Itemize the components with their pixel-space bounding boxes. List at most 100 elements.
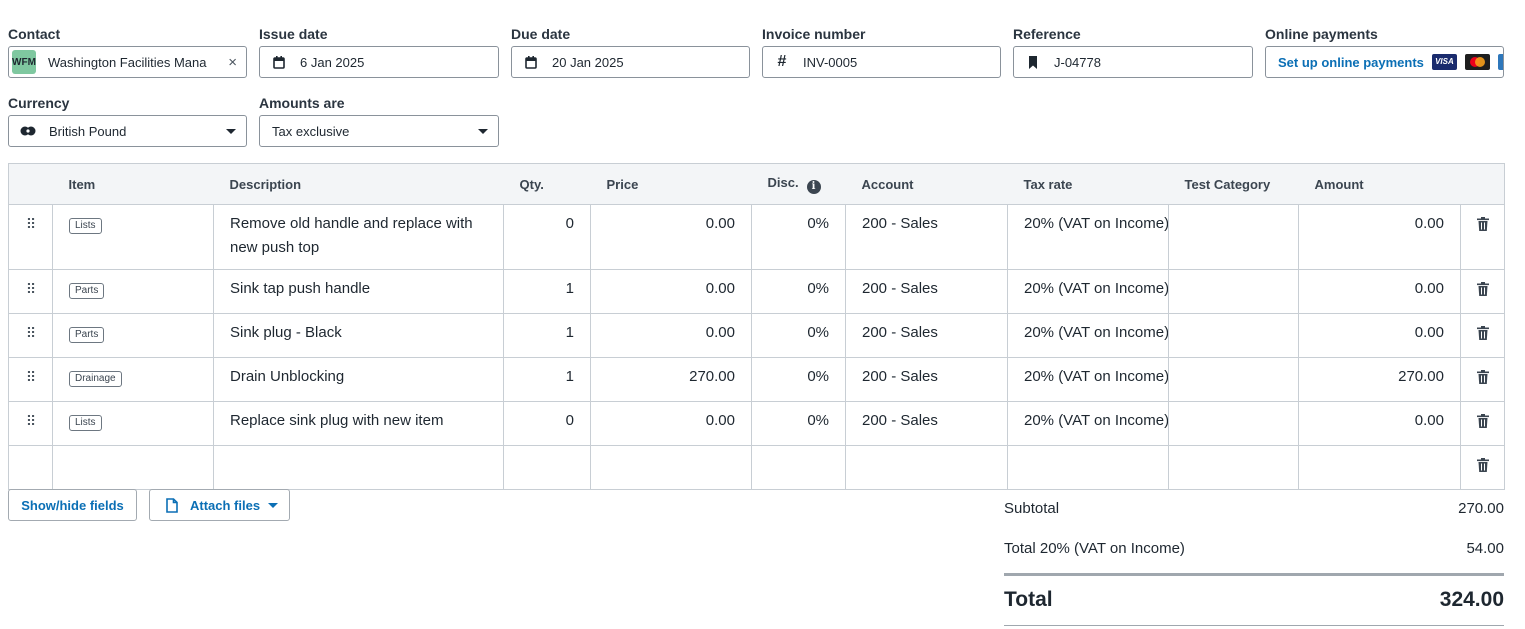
drag-handle[interactable]: ⠿ [8,401,53,446]
item-cell[interactable]: Parts [52,269,214,314]
reference-field[interactable]: J-04778 [1013,46,1253,78]
trash-icon[interactable] [1476,326,1489,340]
item-cell[interactable]: Lists [52,204,214,270]
disc-cell[interactable]: 0% [751,401,846,446]
mastercard-icon [1464,54,1490,70]
clear-contact-icon[interactable]: × [228,54,237,71]
delete-cell[interactable] [1460,204,1505,270]
delete-cell[interactable] [1460,445,1505,490]
qty-cell[interactable]: 0 [503,401,591,446]
description-cell[interactable]: Sink tap push handle [213,269,504,314]
due-date-field[interactable]: 20 Jan 2025 [511,46,750,78]
tax-rate-cell[interactable]: 20% (VAT on Income) [1007,313,1169,358]
disc-cell[interactable]: 0% [751,204,846,270]
delete-cell[interactable] [1460,313,1505,358]
contact-avatar: WFM [12,50,36,74]
qty-cell[interactable] [503,445,591,490]
account-cell[interactable]: 200 - Sales [845,357,1008,402]
show-hide-fields-button[interactable]: Show/hide fields [8,489,137,521]
hash-icon: # [777,53,787,70]
test-category-cell[interactable] [1168,357,1299,402]
account-cell[interactable]: 200 - Sales [845,269,1008,314]
drag-handle[interactable]: ⠿ [8,357,53,402]
qty-cell[interactable]: 1 [503,269,591,314]
amount-cell[interactable]: 0.00 [1298,313,1461,358]
amount-cell[interactable]: 0.00 [1298,204,1461,270]
invoice-number-field[interactable]: # INV-0005 [762,46,1001,78]
description-cell[interactable]: Remove old handle and replace with new p… [213,204,504,270]
trash-icon[interactable] [1476,370,1489,384]
description-cell[interactable] [213,445,504,490]
disc-cell[interactable] [751,445,846,490]
col-test-category: Test Category [1168,163,1299,205]
tax-rate-cell[interactable]: 20% (VAT on Income) [1007,204,1169,270]
price-cell[interactable]: 270.00 [590,357,752,402]
account-cell[interactable]: 200 - Sales [845,401,1008,446]
issue-date-field[interactable]: 6 Jan 2025 [259,46,499,78]
currency-label: Currency [8,95,70,111]
bottom-divider [1004,625,1504,626]
delete-cell[interactable] [1460,357,1505,402]
trash-icon[interactable] [1476,282,1489,296]
trash-icon[interactable] [1476,458,1489,472]
test-category-cell[interactable] [1168,204,1299,270]
qty-cell[interactable]: 0 [503,204,591,270]
col-drag [8,163,53,205]
drag-handle[interactable]: ⠿ [8,204,53,270]
line-items-table: Item Description Qty. Price Disc. i Accou… [8,163,1505,490]
trash-icon[interactable] [1476,217,1489,231]
qty-cell[interactable]: 1 [503,313,591,358]
price-cell[interactable]: 0.00 [590,313,752,358]
account-cell[interactable] [845,445,1008,490]
item-tag: Lists [69,218,102,234]
tax-rate-cell[interactable]: 20% (VAT on Income) [1007,269,1169,314]
info-icon[interactable]: i [806,179,821,194]
price-cell[interactable]: 0.00 [590,401,752,446]
drag-handle[interactable]: ⠿ [8,313,53,358]
drag-handle[interactable]: ⠿ [8,269,53,314]
amount-cell[interactable]: 0.00 [1298,401,1461,446]
item-cell[interactable]: Parts [52,313,214,358]
setup-online-payments-link[interactable]: Set up online payments [1278,54,1424,70]
subtotal-label: Subtotal [1004,500,1060,517]
price-cell[interactable]: 0.00 [590,269,752,314]
account-cell[interactable]: 200 - Sales [845,204,1008,270]
price-cell[interactable] [590,445,752,490]
delete-cell[interactable] [1460,401,1505,446]
description-cell[interactable]: Drain Unblocking [213,357,504,402]
account-cell[interactable]: 200 - Sales [845,313,1008,358]
item-cell[interactable]: Drainage [52,357,214,402]
drag-handle[interactable] [8,445,53,490]
trash-icon[interactable] [1476,414,1489,428]
test-category-cell[interactable] [1168,269,1299,314]
description-cell[interactable]: Replace sink plug with new item [213,401,504,446]
contact-field[interactable]: WFM Washington Facilities Mana × [8,46,247,78]
test-category-cell[interactable] [1168,313,1299,358]
table-row: ⠿ Drainage Drain Unblocking 1 270.00 0% … [8,357,1505,402]
tax-rate-cell[interactable]: 20% (VAT on Income) [1007,357,1169,402]
currency-select[interactable]: British Pound [8,115,247,147]
amount-cell[interactable] [1298,445,1461,490]
qty-cell[interactable]: 1 [503,357,591,402]
delete-cell[interactable] [1460,269,1505,314]
item-cell[interactable] [52,445,214,490]
disc-cell[interactable]: 0% [751,269,846,314]
total-divider [1004,573,1504,576]
attach-files-button[interactable]: Attach files [149,489,290,521]
amount-cell[interactable]: 0.00 [1298,269,1461,314]
issue-date-label: Issue date [259,26,328,42]
disc-cell[interactable]: 0% [751,313,846,358]
item-cell[interactable]: Lists [52,401,214,446]
amounts-are-select[interactable]: Tax exclusive [259,115,499,147]
amount-cell[interactable]: 270.00 [1298,357,1461,402]
tax-total-row: Total 20% (VAT on Income) 54.00 [1004,540,1504,557]
price-cell[interactable]: 0.00 [590,204,752,270]
description-cell[interactable]: Sink plug - Black [213,313,504,358]
test-category-cell[interactable] [1168,401,1299,446]
chevron-down-icon[interactable] [268,502,279,508]
disc-cell[interactable]: 0% [751,357,846,402]
test-category-cell[interactable] [1168,445,1299,490]
tax-rate-cell[interactable]: 20% (VAT on Income) [1007,401,1169,446]
tax-rate-cell[interactable] [1007,445,1169,490]
show-hide-fields-label: Show/hide fields [21,497,124,513]
